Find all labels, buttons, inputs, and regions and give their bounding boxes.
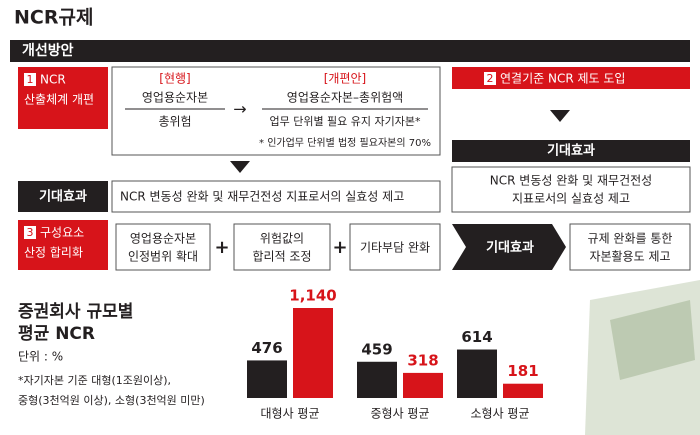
denominator: 총위험 (158, 115, 191, 129)
down-arrow (230, 161, 250, 173)
effect-box (569, 223, 691, 271)
step-text: 영업용순자본 (130, 232, 196, 246)
value-label: 614 (461, 328, 492, 346)
bar (247, 360, 287, 398)
plan-label: 산정 합리화 (24, 246, 83, 260)
effect-text: 규제 완화를 통한 (588, 232, 673, 246)
numerator: 영업용순자본–총위험액 (287, 91, 403, 105)
effect-box (451, 166, 691, 213)
arrow: → (233, 100, 246, 119)
x-tick-label: 중형사 평균 (370, 407, 429, 421)
denominator: 업무 단위별 필요 유지 자기자본* (269, 115, 421, 128)
effect-label: 기대효과 (39, 190, 87, 205)
plan-number: 3 (27, 226, 34, 239)
tag: [개편안] (324, 72, 366, 86)
x-tick-label: 소형사 평균 (470, 407, 529, 421)
plan-label: 구성요소 (40, 226, 84, 240)
plan-badge (452, 67, 690, 89)
value-label: 181 (507, 362, 538, 380)
bar (457, 349, 497, 398)
note: *자기자본 기준 대형(1조원이상), (18, 374, 171, 387)
plan-number: 2 (487, 72, 494, 85)
value-label: 1,140 (289, 287, 336, 305)
step-text: 기타부담 완화 (360, 241, 430, 255)
effect-badge (18, 181, 108, 212)
number-box (484, 72, 496, 85)
effect-badge (452, 140, 690, 162)
note: * 인가업무 단위별 법정 필요자본의 70% (259, 136, 431, 149)
effect-label: 기대효과 (486, 241, 534, 256)
effect-arrow (452, 224, 566, 270)
bar (503, 383, 543, 398)
plan-label: 연결기준 NCR 제도 도입 (500, 72, 625, 86)
title: NCR규제 (14, 7, 93, 29)
effect-text: 자본활용도 제고 (589, 250, 670, 264)
step-box (115, 223, 211, 271)
section-bar (10, 40, 690, 62)
step-box (349, 223, 441, 271)
number-box (24, 226, 36, 239)
chart-title: 증권회사 규모별 (18, 302, 133, 322)
plan-label: 산출체계 개편 (24, 93, 94, 107)
effect-label: 기대효과 (547, 144, 595, 159)
plus: + (332, 237, 347, 258)
chart-title: 평균 NCR (18, 324, 95, 344)
plus: + (214, 237, 229, 258)
bar (357, 361, 397, 398)
value-label: 476 (251, 339, 282, 357)
down-arrow (550, 110, 570, 122)
bar (293, 308, 333, 398)
plan-number: 1 (27, 73, 34, 86)
note: 중형(3천억원 이상), 소형(3천억원 미만) (18, 393, 205, 407)
value-label: 459 (361, 340, 392, 358)
formula-box (111, 66, 441, 156)
numerator: 영업용순자본 (142, 91, 208, 105)
tag: [현행] (159, 71, 190, 86)
step-box (233, 223, 331, 271)
number-box (24, 73, 36, 86)
effect-text: NCR 변동성 완화 및 재무건전성 (490, 174, 652, 188)
step-text: 위험값의 (260, 232, 304, 246)
plan-label: NCR (40, 73, 66, 87)
effect-text: 지표로서의 실효성 제고 (512, 192, 630, 206)
section-label: 개선방안 (22, 42, 74, 59)
step-text: 인정범위 확대 (128, 250, 198, 264)
step-text: 합리적 조정 (252, 250, 311, 264)
effect-text: NCR 변동성 완화 및 재무건전성 지표로서의 실효성 제고 (120, 190, 404, 204)
value-label: 318 (407, 351, 438, 369)
money-image (610, 300, 695, 380)
effect-box (111, 180, 441, 213)
x-tick-label: 대형사 평균 (260, 407, 319, 421)
bar (403, 372, 443, 398)
unit: 단위 : % (18, 350, 63, 364)
